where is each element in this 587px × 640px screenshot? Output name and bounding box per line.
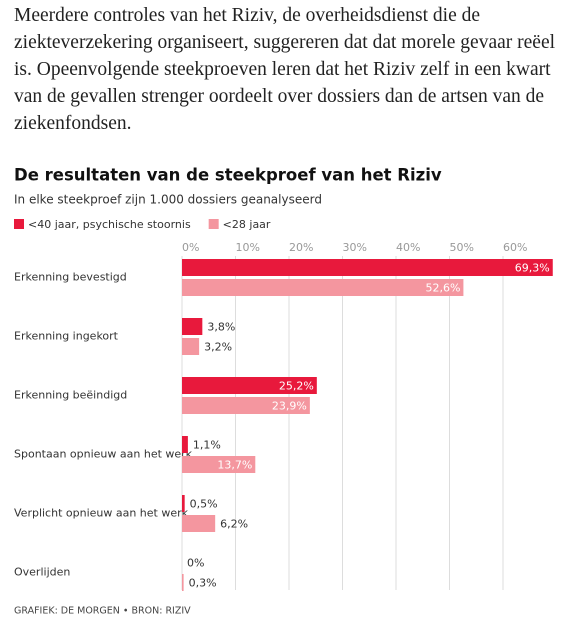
bar [182, 338, 200, 355]
bar [182, 279, 464, 296]
value-label: 69,3% [515, 262, 550, 275]
x-tick-label: 40% [396, 241, 420, 254]
category-label: Erkenning beëindigd [14, 389, 127, 402]
legend-swatch [208, 219, 219, 229]
bar [182, 259, 553, 276]
category-label: Erkenning bevestigd [14, 271, 127, 284]
value-label: 3,8% [207, 321, 235, 334]
bar [182, 574, 184, 591]
x-tick-label: 60% [503, 241, 527, 254]
bar [182, 456, 256, 473]
x-tick-label: 10% [236, 241, 260, 254]
legend-label: <28 jaar [223, 218, 271, 231]
bar [182, 318, 203, 335]
category-label: Overlijden [14, 566, 70, 579]
legend-label: <40 jaar, psychische stoornis [28, 218, 191, 231]
value-label: 0% [187, 557, 204, 570]
legend-swatch [14, 219, 24, 229]
value-label: 0,3% [189, 577, 217, 590]
value-label: 52,6% [425, 282, 460, 295]
value-label: 23,9% [272, 400, 307, 413]
article-text: Meerdere controles van het Riziv, de ove… [14, 5, 556, 134]
x-tick-label: 20% [289, 241, 313, 254]
chart-source: GRAFIEK: DE MORGEN • BRON: RIZIV [14, 606, 191, 617]
category-label: Spontaan opnieuw aan het werk [14, 448, 193, 461]
category-label: Verplicht opnieuw aan het werk [14, 507, 189, 520]
value-label: 0,5% [190, 498, 218, 511]
x-tick-label: 30% [343, 241, 367, 254]
x-tick-label: 50% [450, 241, 474, 254]
x-tick-label: 0% [182, 241, 199, 254]
bar [182, 397, 310, 414]
value-label: 13,7% [217, 459, 252, 472]
bar [182, 436, 188, 453]
value-label: 6,2% [220, 518, 248, 531]
value-label: 25,2% [279, 380, 314, 393]
value-label: 1,1% [193, 439, 221, 452]
category-label: Erkenning ingekort [14, 330, 119, 343]
bar [182, 377, 317, 394]
chart-subtitle: In elke steekproef zijn 1.000 dossiers g… [14, 193, 322, 207]
bar [182, 515, 216, 532]
value-label: 3,2% [204, 341, 232, 354]
chart-title: De resultaten van de steekproef van het … [14, 166, 442, 185]
bar [182, 495, 185, 512]
